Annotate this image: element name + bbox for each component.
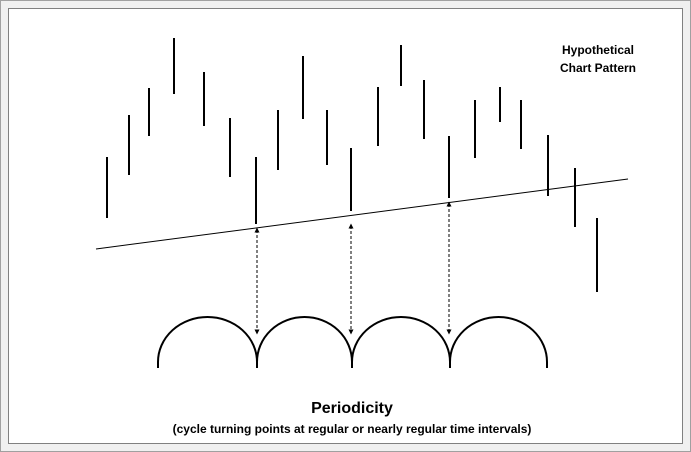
label-line: Hypothetical: [562, 43, 634, 57]
trend-line: [95, 178, 629, 250]
label-line: Chart Pattern: [560, 61, 636, 75]
price-bars: [106, 38, 598, 292]
cycle-arcs: [157, 316, 548, 368]
caption-subtitle: (cycle turning points at regular or near…: [173, 422, 532, 436]
panel: [8, 8, 683, 444]
caption-title: Periodicity: [311, 400, 393, 417]
cycle-arrows: [254, 201, 452, 335]
